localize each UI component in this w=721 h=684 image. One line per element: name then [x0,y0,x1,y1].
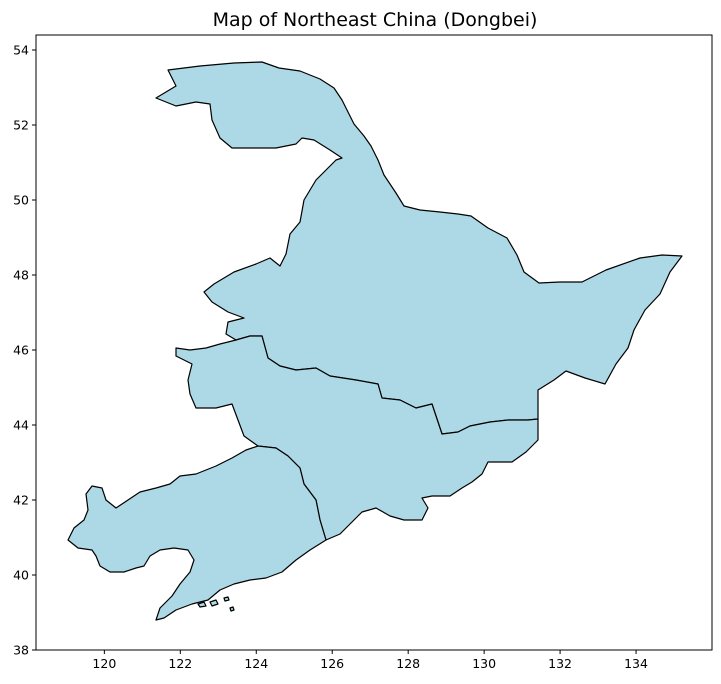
x-tick-label: 126 [320,656,344,671]
y-tick-label: 50 [13,193,29,208]
x-tick-label: 122 [168,656,192,671]
map-title: Map of Northeast China (Dongbei) [213,9,538,31]
region-jilin [175,335,539,541]
y-tick-label: 46 [13,343,29,358]
region-liaoning [67,445,327,621]
y-tick-label: 38 [13,643,29,658]
island-1 [197,601,207,608]
y-tick-label: 40 [13,568,29,583]
x-tick-label: 120 [92,656,116,671]
x-tick-label: 124 [244,656,268,671]
y-tick-label: 54 [13,43,29,58]
plot-frame [35,34,713,651]
y-tick-label: 44 [13,418,29,433]
x-tick-label: 134 [624,656,648,671]
island-3 [223,596,230,602]
y-tick-label: 42 [13,493,29,508]
island-2 [209,599,219,607]
island-4 [229,606,235,612]
x-tick-label: 128 [396,656,420,671]
y-tick-label: 48 [13,268,29,283]
x-tick-label: 130 [472,656,496,671]
axes: 120 122 124 126 128 130 132 134 38 40 42 44 46 48 50 52… [13,43,648,672]
y-tick-label: 52 [13,118,29,133]
map-regions [67,61,683,621]
x-tick-label: 132 [548,656,572,671]
